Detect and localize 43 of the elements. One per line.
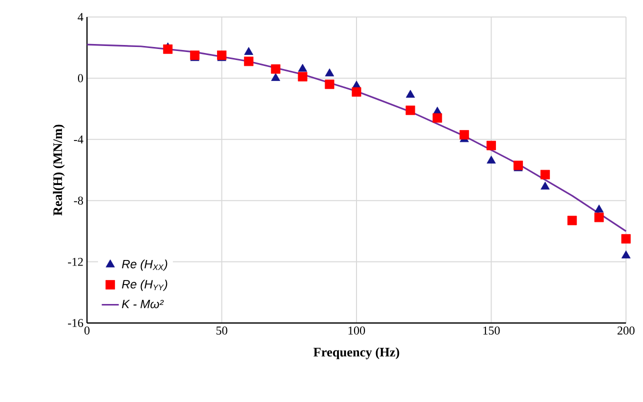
point <box>270 64 280 74</box>
x-tick-label: 100 <box>348 326 366 335</box>
point <box>271 72 280 81</box>
point <box>298 72 308 82</box>
x-tick-label: 200 <box>618 326 635 335</box>
point <box>621 234 631 244</box>
x-tick-label: 0 <box>84 326 90 335</box>
point <box>190 50 200 60</box>
y-tick-label: -8 <box>74 196 84 205</box>
y-tick-label: -16 <box>68 318 84 328</box>
y-axis-title: Real(H) (MN/m) <box>52 124 65 216</box>
point <box>325 68 334 76</box>
point <box>406 90 415 98</box>
legend-label: Re (H$_{XX}$) <box>122 260 168 271</box>
y-tick-label: -4 <box>74 135 84 144</box>
point <box>540 182 550 190</box>
point <box>298 64 308 72</box>
point <box>324 80 334 90</box>
x-axis-title: Frequency (Hz) <box>314 347 400 360</box>
point <box>217 50 226 60</box>
point <box>567 216 577 226</box>
point <box>486 140 496 150</box>
y-tick-label: 4 <box>78 13 84 21</box>
point <box>621 250 631 258</box>
point <box>432 113 442 123</box>
point <box>594 212 604 222</box>
point <box>244 46 254 55</box>
legend-label: K - Mω² <box>122 300 164 308</box>
point <box>163 44 173 54</box>
y-tick-label: -12 <box>68 258 83 266</box>
point <box>594 204 604 212</box>
point <box>486 156 496 164</box>
point <box>244 56 254 66</box>
legend-label: Re (H$_{YY}$) <box>122 280 168 291</box>
point <box>540 170 550 180</box>
point <box>352 87 362 97</box>
line-series <box>86 44 627 232</box>
point <box>406 106 416 116</box>
x-tick-label: 50 <box>216 326 228 335</box>
point <box>460 130 470 140</box>
point <box>514 160 523 170</box>
x-tick-label: 150 <box>483 326 500 335</box>
y-tick-label: 0 <box>78 74 84 82</box>
